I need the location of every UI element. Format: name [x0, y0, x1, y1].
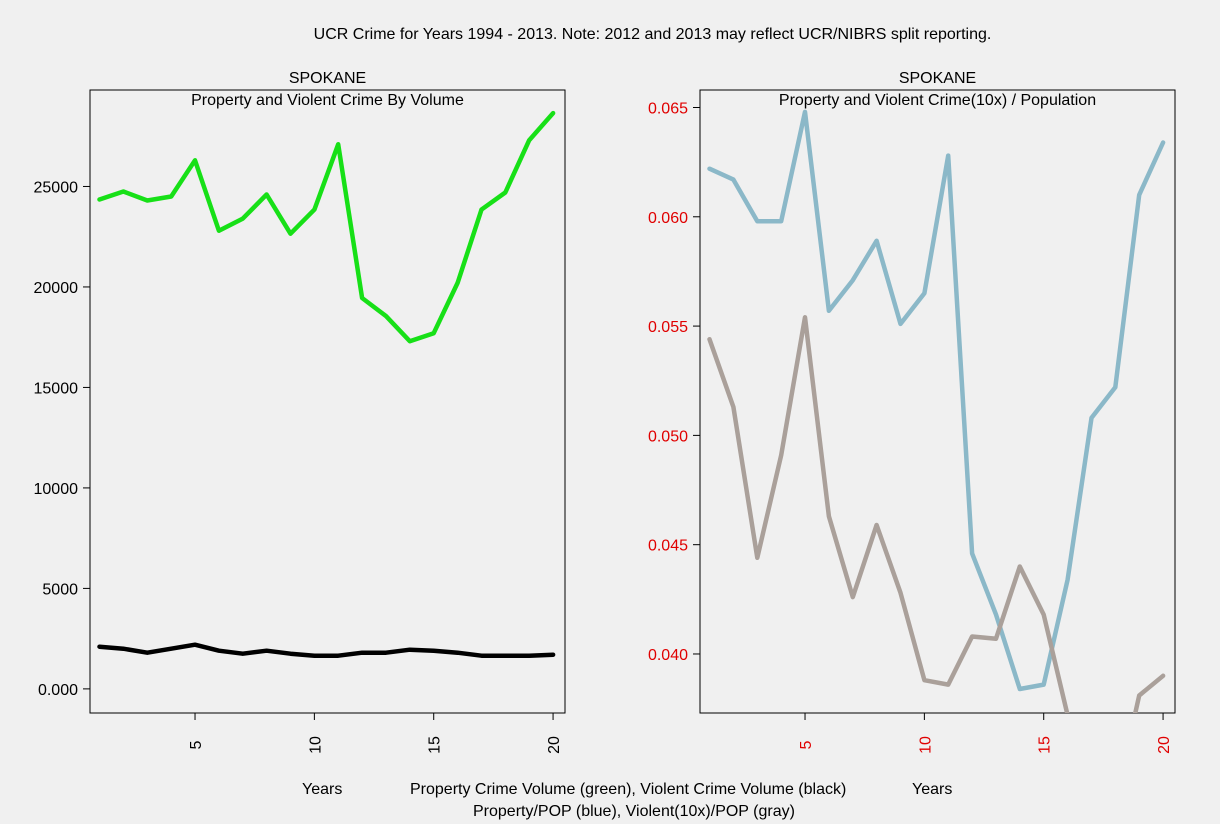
- right-y-tick-label: 0.060: [648, 210, 688, 227]
- right-x-tick-label: 15: [1037, 736, 1054, 754]
- left-panel-subtitle: Property and Violent Crime By Volume: [191, 92, 464, 109]
- right-y-tick-label: 0.040: [648, 647, 688, 664]
- left-y-tick-label: 0.000: [38, 682, 78, 699]
- right-y-tick-label: 0.055: [648, 319, 688, 336]
- left-y-tick-label: 5000: [42, 581, 78, 598]
- right-panel-title: SPOKANE: [898, 70, 977, 87]
- right-x-tick-label: 5: [798, 740, 815, 749]
- left-panel-heading: SPOKANE Property and Violent Crime By Vo…: [90, 68, 565, 112]
- left-x-tick-label: 5: [188, 740, 205, 749]
- left-x-tick-label: 10: [307, 736, 324, 754]
- right-x-tick-label: 20: [1156, 736, 1173, 754]
- right-plot-frame: [699, 89, 1176, 714]
- right-x-axis-label: Years: [912, 781, 953, 798]
- left-x-tick-label: 15: [427, 736, 444, 754]
- right-x-tick-label: 10: [917, 736, 934, 754]
- right-y-tick-label: 0.065: [648, 100, 688, 117]
- right-panel-subtitle: Property and Violent Crime(10x) / Popula…: [778, 92, 1097, 109]
- left-y-tick-label: 15000: [34, 380, 79, 397]
- left-y-tick-label: 25000: [34, 179, 79, 196]
- left-series-line-0: [97, 110, 556, 344]
- right-panel-heading: SPOKANE Property and Violent Crime(10x) …: [700, 68, 1175, 112]
- figure-title: UCR Crime for Years 1994 - 2013. Note: 2…: [313, 26, 992, 43]
- legend-line-1: Property Crime Volume (green), Violent C…: [410, 781, 847, 798]
- left-plot-frame: [89, 89, 566, 714]
- right-y-tick-label: 0.050: [648, 428, 688, 445]
- right-series-line-1: [707, 315, 1166, 713]
- left-x-tick-label: 20: [546, 736, 563, 754]
- right-series-line-0: [707, 109, 1166, 692]
- left-y-tick-label: 10000: [34, 481, 79, 498]
- left-series-line-1: [97, 642, 556, 658]
- legend-line-2: Property/POP (blue), Violent(10x)/POP (g…: [473, 803, 795, 820]
- left-y-tick-label: 20000: [34, 280, 79, 297]
- left-panel-title: SPOKANE: [288, 70, 367, 87]
- right-y-tick-label: 0.045: [648, 538, 688, 555]
- left-x-axis-label: Years: [302, 781, 343, 798]
